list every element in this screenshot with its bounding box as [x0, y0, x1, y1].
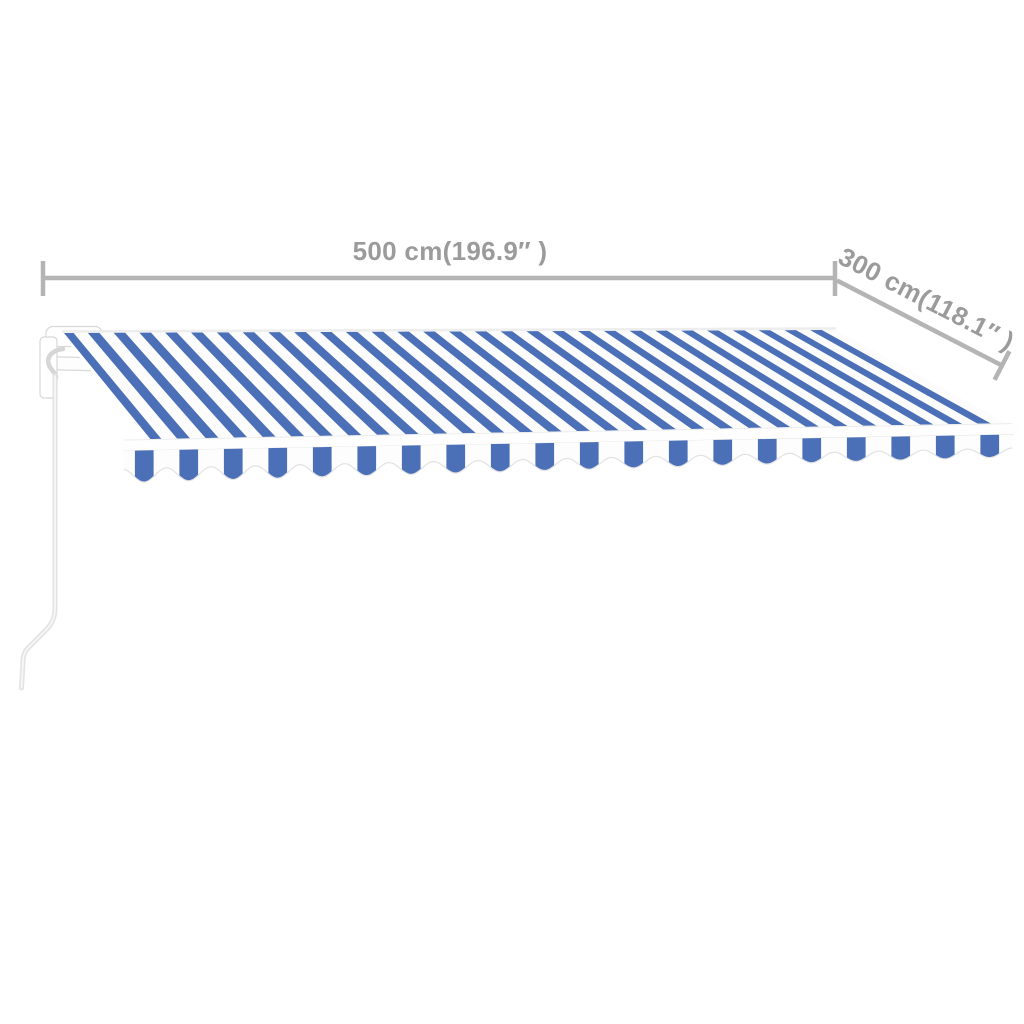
crank-handle-cord [19, 346, 66, 691]
awning-canopy-fabric [60, 327, 1008, 442]
width-dimension-label: 500 cm(196.9″ ) [352, 236, 548, 266]
dimension-lines [40, 261, 1012, 381]
scalloped-valance [122, 434, 1013, 483]
